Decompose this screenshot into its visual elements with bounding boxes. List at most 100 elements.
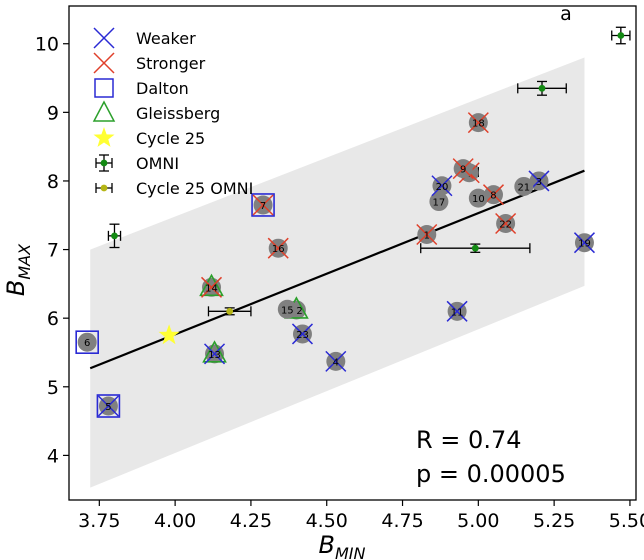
cycle-point-13: 13	[202, 340, 227, 365]
x-tick-label: 5.25	[533, 510, 575, 532]
y-axis-label-sub: MAX	[15, 243, 34, 280]
cycle-dot	[277, 299, 297, 319]
legend-star-marker	[93, 127, 115, 147]
weaker-x-marker	[431, 175, 453, 197]
y-tick-label: 5	[47, 377, 59, 399]
x-tick-label: 3.75	[78, 510, 120, 532]
legend-square-marker	[94, 78, 114, 98]
weaker-x-marker	[573, 232, 595, 254]
y-tick-label: 4	[47, 445, 59, 467]
legend-label: Stronger	[136, 54, 206, 73]
legend-item: Cycle 25	[93, 127, 205, 148]
omni-point	[107, 223, 122, 249]
x-axis-label: BMIN	[319, 531, 366, 560]
cycle-number-label: 20	[436, 182, 449, 193]
dalton-square-marker	[75, 330, 99, 354]
cycle-point-7: 7	[251, 193, 275, 217]
cycle-number-label: 6	[84, 338, 90, 349]
cycle-number-label: 1	[424, 230, 430, 241]
cycle-point-17: 17	[429, 192, 449, 212]
cycle-point-4: 4	[325, 350, 347, 372]
cycle-number-label: 23	[296, 330, 309, 341]
legend-label: Dalton	[136, 79, 189, 98]
cycle-number-label: 9	[460, 165, 466, 176]
stronger-x-marker	[495, 212, 517, 235]
cycle-dot	[514, 176, 534, 196]
cycle-point-22: 22	[495, 212, 517, 235]
cycle-number-label: 7	[260, 201, 266, 212]
legend-item: Weaker	[93, 27, 196, 49]
weaker-x-marker	[204, 343, 226, 365]
cycle-point-15: 15	[277, 299, 297, 319]
cycle-point-23: 23	[291, 323, 314, 345]
errorbar-point	[538, 84, 546, 92]
cycle-number-label: 5	[105, 402, 111, 413]
cycle-point-9: 9	[452, 158, 474, 180]
weaker-x-marker	[291, 323, 314, 345]
stronger-x-marker	[252, 194, 274, 216]
legend-label: Cycle 25 OMNI	[136, 179, 253, 198]
legend-item: Stronger	[93, 52, 206, 74]
cycle-point-3: 3	[528, 170, 550, 192]
cycle-number-label: 19	[578, 239, 591, 250]
axes-layer: 3.75 4.00 4.25 4.50 4.75 5.00 5.25 5.50 4 5 6 7 8 9 10	[35, 5, 644, 532]
x-tick-label: 4.25	[230, 510, 272, 532]
legend-x-marker	[93, 52, 115, 74]
legend-dot-marker	[100, 184, 108, 192]
stronger-x-marker	[200, 276, 223, 298]
p-value-label: p = 0.00005	[416, 460, 566, 488]
legend-label: OMNI	[136, 154, 179, 173]
x-tick-label: 4.50	[306, 510, 348, 532]
legend-item: Dalton	[94, 78, 189, 98]
cycle-number-label: 17	[433, 198, 446, 209]
cycle-point-6: 6	[75, 330, 99, 354]
cycle-number-label: 13	[208, 350, 221, 361]
dalton-square-marker	[96, 394, 121, 418]
cycle-point-5: 5	[96, 394, 121, 418]
weaker-x-marker	[97, 395, 119, 417]
cycle-point-18: 18	[467, 112, 489, 134]
weaker-x-marker	[325, 350, 347, 372]
y-tick-label: 6	[47, 308, 59, 330]
legend-label: Weaker	[136, 29, 196, 48]
cycle-number-label: 18	[472, 119, 485, 130]
cycle-point-21: 21	[514, 176, 534, 196]
cycle-number-label: 10	[472, 194, 485, 205]
stronger-x-marker	[267, 237, 289, 259]
cycle-point-16: 16	[267, 237, 289, 259]
cycle-point-1: 1	[416, 223, 438, 246]
omni-point	[420, 243, 531, 254]
cycle-dot	[77, 332, 97, 352]
omni-point	[517, 80, 567, 96]
cycle-number-label: 4	[333, 357, 339, 368]
stronger-x-marker	[416, 223, 438, 246]
cycle-number-label: 15	[281, 305, 294, 316]
errorbar-point	[111, 232, 118, 240]
gleissberg-triangle-marker	[199, 273, 224, 297]
cycle-number-label: 14	[205, 283, 218, 294]
y-tick-label: 7	[47, 240, 59, 262]
stronger-x-marker	[467, 112, 489, 134]
cycle-number-label: 11	[451, 307, 464, 318]
cycle-number-label: 21	[517, 182, 530, 193]
cycle-number-label: 8	[490, 191, 496, 202]
legend-label: Gleissberg	[136, 104, 220, 123]
panel-label: a	[560, 3, 572, 25]
cycle-number-label: 22	[499, 219, 512, 230]
cycle-point-11: 11	[446, 300, 468, 322]
errorbar-point	[226, 307, 234, 315]
stronger-x-marker	[452, 158, 474, 180]
errorbar-point	[471, 244, 479, 252]
cycle-point-19: 19	[573, 232, 595, 254]
cycle-number-label: 3	[536, 177, 542, 188]
x-axis-label-main: B	[319, 531, 335, 559]
legend-dot-marker	[100, 159, 108, 167]
cycle25-omni-point	[207, 306, 252, 317]
legend-item: Cycle 25 OMNI	[95, 179, 253, 198]
errorbar-point	[617, 32, 625, 39]
dalton-square-marker	[251, 193, 275, 217]
x-tick-label: 5.00	[457, 510, 499, 532]
y-tick-label: 9	[47, 102, 59, 124]
cycle-dot	[429, 192, 449, 212]
